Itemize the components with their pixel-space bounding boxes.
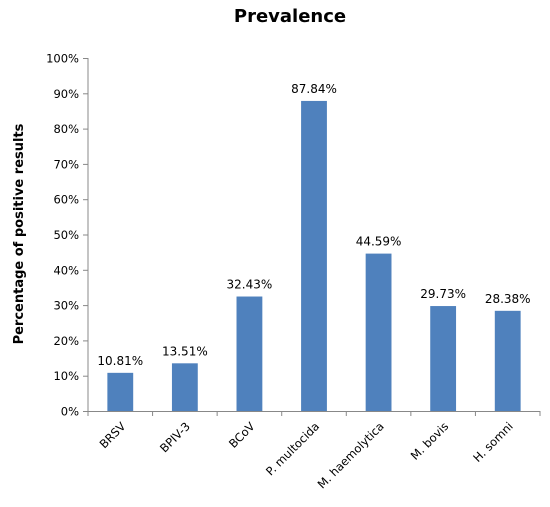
y-tick-label: 10%: [53, 369, 79, 383]
data-label: 44.59%: [356, 235, 402, 249]
data-label: 28.38%: [485, 292, 531, 306]
x-tick-label: BCoV: [226, 419, 258, 451]
y-tick-label: 40%: [53, 263, 79, 277]
y-axis-label: Percentage of positive results: [12, 123, 27, 344]
y-tick-label: 60%: [53, 193, 79, 207]
bar: [107, 372, 134, 411]
chart-title: Prevalence: [234, 6, 346, 27]
y-tick-label: 80%: [53, 122, 79, 136]
data-labels: 10.81% 13.51% 32.43% 87.84% 44.59% 29.73% 28.3…: [97, 82, 530, 368]
y-tick-label: 100%: [46, 52, 79, 66]
data-label: 10.81%: [97, 354, 143, 368]
bar: [171, 363, 198, 411]
x-tick-label: M. bovis: [408, 419, 452, 463]
data-label: 32.43%: [227, 278, 273, 292]
y-tick-label: 0%: [61, 405, 79, 419]
y-tick-label: 30%: [53, 299, 79, 313]
x-tick-label: P. multocida: [263, 419, 322, 478]
bar: [494, 310, 521, 411]
bar: [365, 253, 392, 411]
x-tick-label: M. haemolytica: [315, 419, 387, 491]
bar: [236, 296, 263, 411]
x-tick-label: H. somni: [470, 419, 516, 465]
x-tick-label: BRSV: [97, 419, 129, 451]
y-tick-label: 90%: [53, 87, 79, 101]
y-axis: 0% 10% 20% 30% 40% 50% 60% 70% 80% 90% 100%: [46, 52, 89, 419]
bar: [301, 100, 327, 411]
bars: [107, 100, 521, 411]
y-tick-label: 20%: [53, 334, 79, 348]
y-tick-label: 50%: [53, 228, 79, 242]
data-label: 13.51%: [162, 344, 208, 358]
bar: [430, 306, 457, 411]
y-tick-label: 70%: [53, 157, 79, 171]
data-label: 87.84%: [291, 82, 337, 96]
x-tick-label: BPIV-3: [157, 419, 193, 455]
data-label: 29.73%: [420, 287, 466, 301]
